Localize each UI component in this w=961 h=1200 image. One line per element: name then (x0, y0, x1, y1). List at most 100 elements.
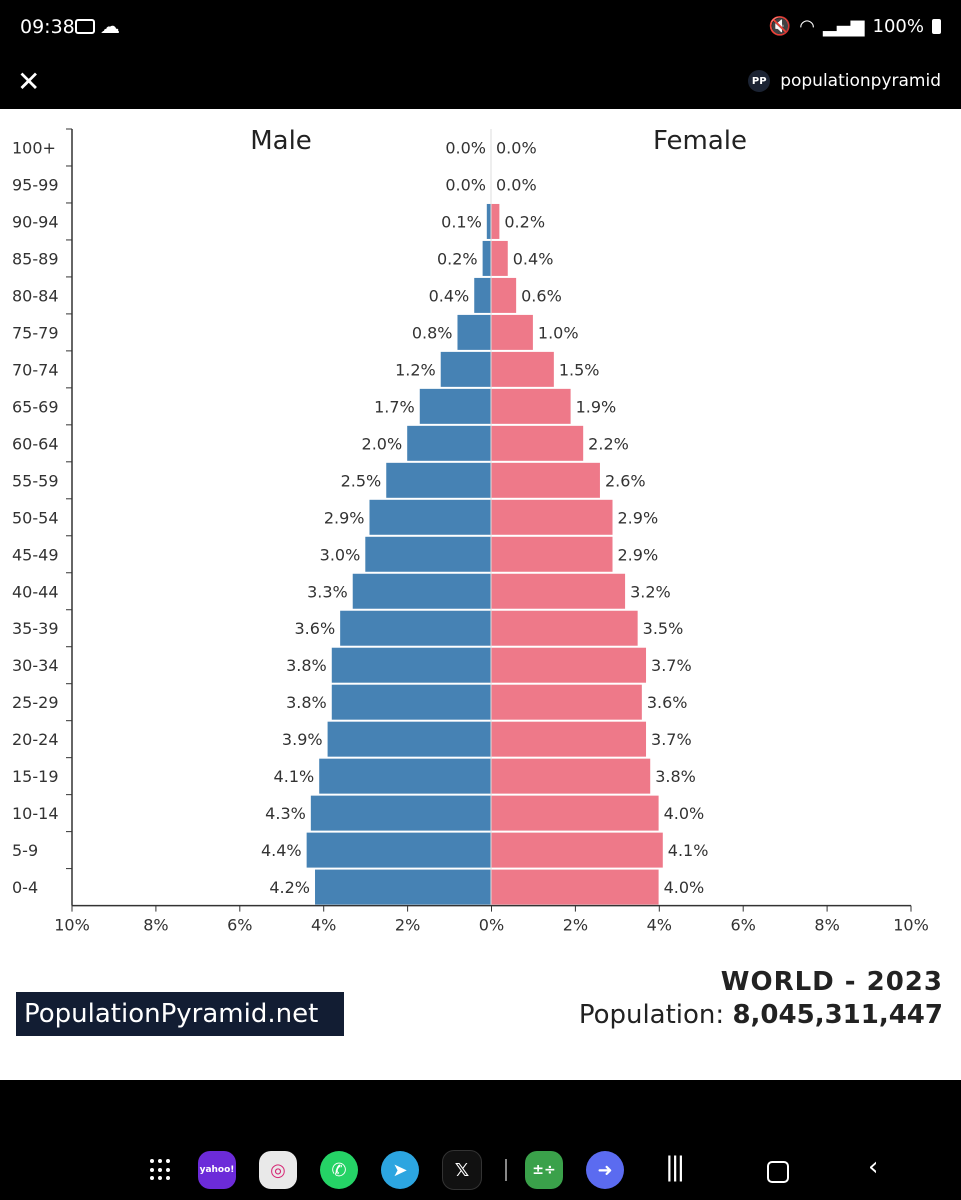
age-group-label: 95-99 (12, 175, 59, 194)
female-value-label: 3.7% (651, 656, 692, 675)
x-tick-label: 6% (227, 916, 252, 935)
male-value-label: 0.8% (412, 323, 453, 342)
age-group-label: 15-19 (12, 767, 59, 786)
male-bar-85-89 (482, 240, 491, 276)
watermark-label: PopulationPyramid.net (16, 992, 344, 1036)
male-bar-70-74 (440, 351, 491, 387)
male-value-label: 3.6% (295, 619, 336, 638)
male-value-label: 3.8% (286, 656, 327, 675)
female-value-label: 3.8% (655, 767, 696, 786)
age-group-label: 75-79 (12, 323, 59, 342)
female-value-label: 4.0% (664, 804, 705, 823)
male-value-label: 1.2% (395, 360, 436, 379)
x-icon[interactable]: 𝕏 (442, 1150, 482, 1190)
male-bar-45-49 (365, 536, 491, 572)
home-button[interactable] (767, 1161, 789, 1183)
age-group-label: 25-29 (12, 693, 59, 712)
female-value-label: 1.5% (559, 360, 600, 379)
female-value-label: 1.0% (538, 323, 579, 342)
female-value-label: 4.1% (668, 841, 709, 860)
female-bar-30-34 (491, 647, 647, 683)
back-button[interactable]: ‹ (868, 1152, 879, 1182)
female-bar-40-44 (491, 573, 626, 609)
population-value: 8,045,311,447 (732, 1000, 943, 1030)
male-bar-65-69 (419, 388, 491, 424)
female-value-label: 2.9% (618, 545, 659, 564)
male-value-label: 0.1% (441, 212, 482, 231)
male-value-label: 0.2% (437, 249, 478, 268)
age-group-label: 70-74 (12, 360, 59, 379)
male-bar-0-4 (315, 869, 491, 905)
age-group-label: 90-94 (12, 212, 59, 231)
age-group-label: 50-54 (12, 508, 59, 527)
female-bar-60-64 (491, 425, 584, 461)
battery-icon (932, 19, 941, 34)
female-bar-25-29 (491, 684, 642, 720)
female-bar-15-19 (491, 758, 651, 794)
telegram-icon[interactable]: ➤ (381, 1151, 419, 1189)
account-name: populationpyramid (780, 71, 941, 91)
wifi-icon: ◠ (799, 16, 815, 37)
female-value-label: 2.6% (605, 471, 646, 490)
age-group-label: 5-9 (12, 841, 38, 860)
female-bar-45-49 (491, 536, 613, 572)
status-bar: 09:38 ☁ 🔇 ◠ ▂▄▆ 100% (0, 0, 961, 56)
female-value-label: 3.5% (643, 619, 684, 638)
female-bar-90-94 (491, 203, 500, 239)
male-value-label: 4.2% (269, 878, 310, 897)
female-value-label: 0.6% (521, 286, 562, 305)
male-bar-30-34 (331, 647, 491, 683)
recents-button[interactable]: ||| (665, 1152, 685, 1182)
mute-icon: 🔇 (768, 16, 792, 37)
male-bar-55-59 (386, 462, 491, 498)
male-bar-75-79 (457, 314, 491, 350)
population-pyramid-chart: 0.0% 0.0% 100+ 0.0% 0.0% 95-99 0.1% 0.2% 90-94 0.… (12, 126, 929, 935)
female-bar-85-89 (491, 240, 508, 276)
x-tick-label: 10% (54, 916, 90, 935)
female-value-label: 2.9% (618, 508, 659, 527)
female-value-label: 0.2% (504, 212, 545, 231)
dock-divider (505, 1159, 507, 1181)
instagram-icon[interactable]: ◎ (259, 1151, 297, 1189)
male-value-label: 0.0% (445, 138, 486, 157)
female-value-label: 3.7% (651, 730, 692, 749)
age-group-label: 80-84 (12, 286, 59, 305)
male-bar-15-19 (319, 758, 491, 794)
x-tick-label: 6% (731, 916, 756, 935)
female-bar-0-4 (491, 869, 659, 905)
account-header[interactable]: PP populationpyramid (748, 70, 941, 92)
male-bar-20-24 (327, 721, 491, 757)
x-tick-label: 2% (395, 916, 420, 935)
female-bar-65-69 (491, 388, 571, 424)
male-value-label: 1.7% (374, 397, 415, 416)
close-button[interactable]: ✕ (17, 65, 41, 98)
whatsapp-icon[interactable]: ✆ (320, 1151, 358, 1189)
male-value-label: 2.9% (324, 508, 365, 527)
male-bar-50-54 (369, 499, 491, 535)
male-legend-label: Male (250, 126, 312, 156)
male-value-label: 0.0% (445, 175, 486, 194)
male-value-label: 3.9% (282, 730, 323, 749)
signal-icon: ▂▄▆ (823, 16, 865, 37)
apps-grid-icon[interactable] (150, 1159, 172, 1181)
cloud-icon: ☁ (100, 14, 120, 38)
age-group-label: 10-14 (12, 804, 59, 823)
x-tick-label: 2% (563, 916, 588, 935)
female-value-label: 1.9% (576, 397, 617, 416)
age-group-label: 20-24 (12, 730, 59, 749)
yahoo-finance-icon[interactable]: yahoo! (198, 1151, 236, 1189)
battery-percent: 100% (872, 16, 924, 37)
viewer-top-bar: ✕ PP populationpyramid (0, 56, 961, 109)
male-bar-60-64 (407, 425, 491, 461)
status-indicators: 🔇 ◠ ▂▄▆ 100% (769, 16, 941, 37)
age-group-label: 30-34 (12, 656, 59, 675)
image-content: 0.0% 0.0% 100+ 0.0% 0.0% 95-99 0.1% 0.2% 90-94 0.… (0, 109, 961, 1080)
male-bar-25-29 (331, 684, 491, 720)
tasks-icon[interactable]: ➜ (586, 1151, 624, 1189)
age-group-label: 85-89 (12, 249, 59, 268)
x-tick-label: 0% (479, 916, 504, 935)
calculator-icon[interactable]: ±÷ (525, 1151, 563, 1189)
male-bar-90-94 (486, 203, 491, 239)
female-value-label: 3.6% (647, 693, 688, 712)
age-group-label: 40-44 (12, 582, 59, 601)
